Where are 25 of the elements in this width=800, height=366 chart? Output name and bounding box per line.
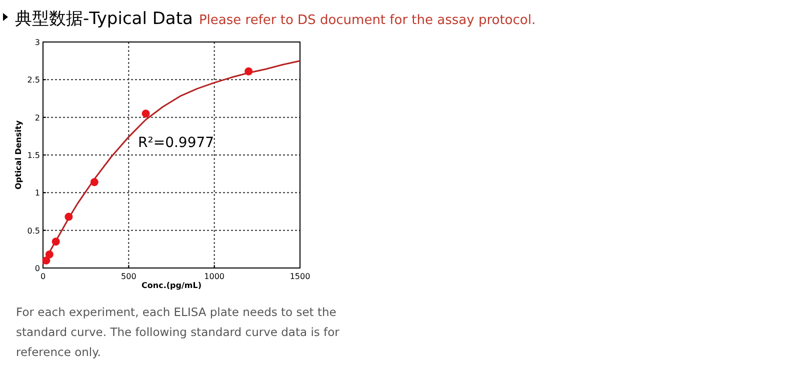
y-tick-label: 1.5 xyxy=(27,151,40,160)
annotation: R²=0.9977 xyxy=(138,135,214,151)
point xyxy=(45,250,54,258)
chart-title: 典型数据-Typical Data xyxy=(15,9,193,29)
point xyxy=(90,178,98,186)
text: Please refer to DS document for the assay protocol. xyxy=(198,13,536,28)
y-tick-label: 0.5 xyxy=(27,226,40,236)
point xyxy=(244,67,253,76)
x-axis-title: Conc.(pg/mL) xyxy=(142,281,202,290)
y-tick-label: 3 xyxy=(34,38,40,47)
point xyxy=(64,212,73,221)
point xyxy=(52,238,60,246)
text: For each experiment, each ELISA plate needs to set the standard curve. The following standard curve data is for reference only. xyxy=(16,304,340,361)
x-tick-label: 500 xyxy=(121,272,136,281)
x-tick-label: 0 xyxy=(40,272,46,281)
line-series xyxy=(42,60,301,265)
x-tick-label: 1000 xyxy=(204,272,225,281)
y-tick-label: 2.5 xyxy=(27,76,40,85)
y-tick-label: 0 xyxy=(34,264,40,273)
y-axis-title: Optical Density xyxy=(14,120,23,190)
x-tick-label: 1500 xyxy=(290,272,310,281)
point xyxy=(42,256,50,264)
point xyxy=(142,110,150,118)
y-tick-label: 1 xyxy=(34,188,40,198)
y-tick-label: 2 xyxy=(34,113,40,122)
